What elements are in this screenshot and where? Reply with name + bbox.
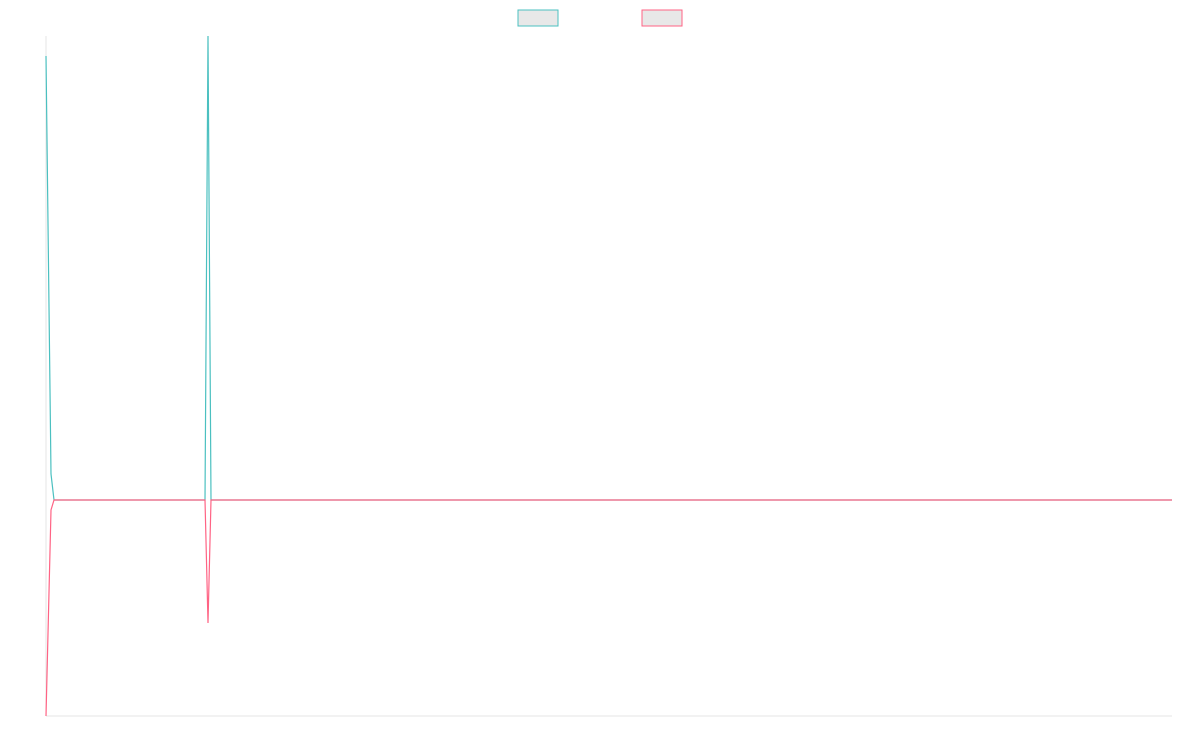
- legend-swatch: [641, 9, 683, 27]
- series-line: [45, 499, 1172, 717]
- series-line: [45, 35, 1172, 501]
- legend-swatch: [517, 9, 559, 27]
